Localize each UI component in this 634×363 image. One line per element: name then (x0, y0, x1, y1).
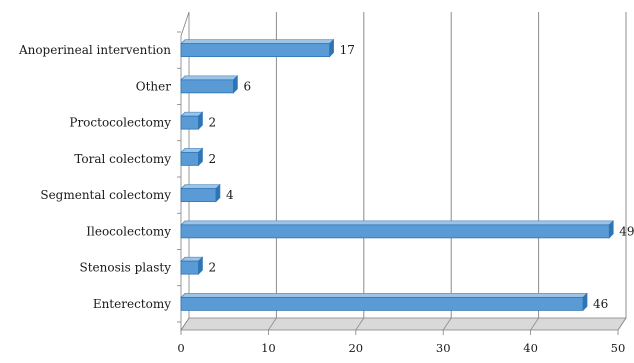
bar-front-face (180, 224, 610, 239)
value-label: 4 (226, 188, 234, 202)
bar-front-face (180, 79, 234, 94)
bar-toral-colectomy (180, 147, 204, 167)
category-label: Proctocolectomy (69, 116, 171, 130)
bar-top-face (180, 293, 588, 298)
category-label: Segmental colectomy (40, 188, 171, 202)
x-tick-labels: 0 10 20 30 40 50 (177, 341, 625, 355)
y-axis-wall (180, 11, 190, 332)
category-label: Anoperineal intervention (18, 43, 171, 57)
category-label: Enterectomy (93, 297, 171, 311)
value-label: 49 (619, 224, 634, 238)
chart-floor (180, 317, 627, 331)
category-labels: Anoperineal intervention Other Proctocolec… (18, 43, 171, 311)
value-label: 2 (208, 261, 216, 275)
value-label: 2 (208, 116, 216, 130)
value-labels: 17 6 2 2 4 49 2 46 (208, 43, 634, 311)
category-label: Other (136, 79, 171, 93)
bar-front-face (180, 115, 199, 130)
bar-ileocolectomy (180, 220, 614, 239)
grid-floor-line-30 (442, 317, 452, 331)
x-tick-label-10: 10 (261, 341, 276, 355)
bar-top-face (180, 184, 221, 189)
bar-front-face (180, 151, 199, 166)
bar-other (180, 75, 239, 94)
value-label: 6 (243, 79, 251, 93)
category-label: Stenosis plasty (80, 261, 172, 275)
x-tick-label-30: 30 (436, 341, 451, 355)
bar-anoperineal-intervention (180, 38, 335, 58)
bar-front-face (180, 260, 199, 275)
x-tick-label-20: 20 (348, 341, 363, 355)
chart-floor-plane (180, 317, 627, 331)
category-label: Toral colectomy (74, 152, 171, 166)
x-tick-label-0: 0 (177, 341, 184, 355)
grid-floor-line-20 (355, 317, 365, 331)
category-label: Ileocolectomy (86, 224, 171, 238)
axes (177, 11, 619, 335)
bar-top-face (180, 39, 335, 44)
bars (180, 38, 614, 312)
value-label: 2 (208, 152, 216, 166)
x-tick-label-50: 50 (611, 341, 626, 355)
bar-top-face (180, 220, 614, 226)
bar-front-face (180, 296, 584, 311)
x-tick-label-40: 40 (523, 341, 538, 355)
grid-floor-line-50 (617, 317, 627, 331)
grid-floor-line-10 (268, 317, 277, 331)
value-label: 46 (593, 297, 608, 311)
grid-lines (268, 12, 627, 331)
grid-floor-line-40 (530, 317, 539, 331)
bar-top-face (180, 75, 239, 81)
bar-front-face (180, 188, 217, 203)
bar-segmental-colectomy (180, 183, 221, 203)
value-label: 17 (340, 43, 355, 57)
bar-stenosis-plasty (180, 256, 204, 275)
bar-front-face (180, 43, 330, 58)
bar-enterectomy (180, 292, 588, 312)
bar-proctocolectomy (180, 111, 204, 130)
